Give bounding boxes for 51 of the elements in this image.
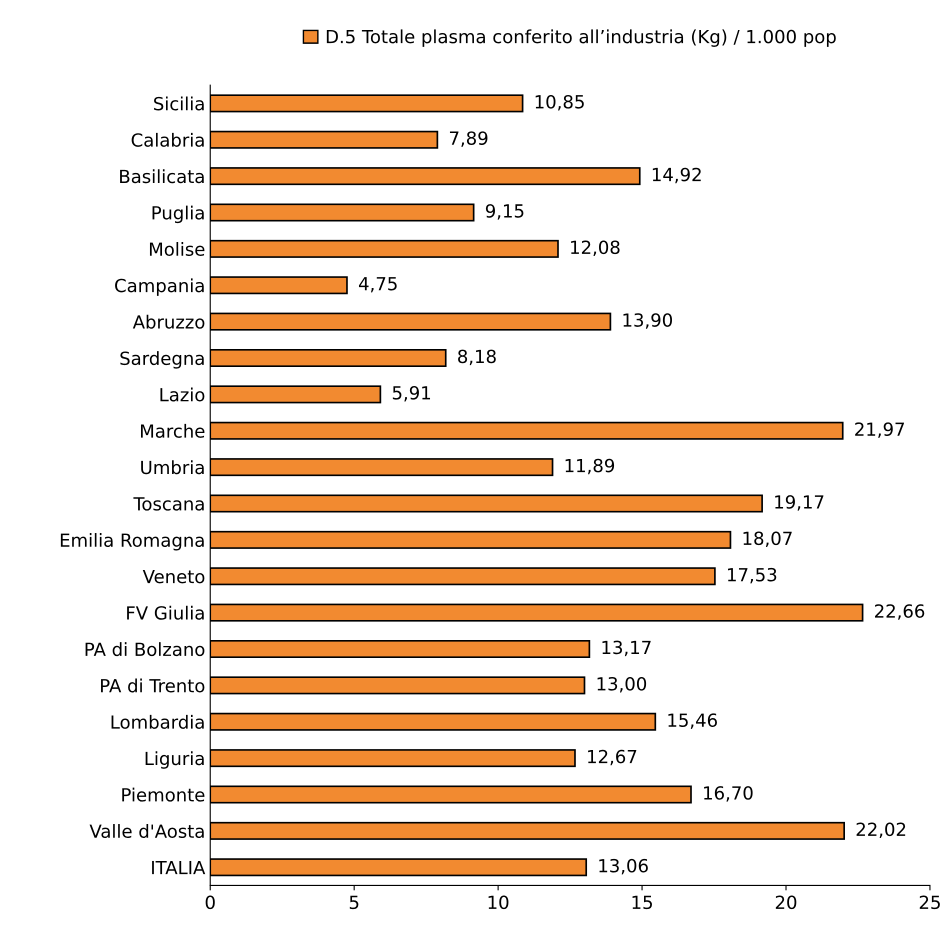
data-label: 5,91 <box>392 386 430 402</box>
y-tick-label: Molise <box>150 242 204 256</box>
data-label: 12,67 <box>588 750 636 766</box>
data-label: 7,89 <box>450 131 488 147</box>
x-tick-label: 10 <box>488 895 508 910</box>
data-label: 19,17 <box>775 495 824 511</box>
data-label: 9,15 <box>486 204 524 220</box>
y-tick-label: Lombardia <box>112 714 204 729</box>
y-tick-label: Piemonte <box>122 788 204 802</box>
y-tick-label: Calabria <box>132 132 204 147</box>
y-tick-label: Abruzzo <box>132 314 204 329</box>
data-label: 11,89 <box>566 458 614 474</box>
data-label: 18,07 <box>744 531 792 547</box>
x-tick-label: 0 <box>206 895 215 910</box>
data-label: 12,08 <box>571 240 620 256</box>
data-label: 22,02 <box>856 822 906 838</box>
y-tick-label: Marche <box>141 424 204 438</box>
y-tick-label: FV Giulia <box>127 606 204 620</box>
data-label: 8,18 <box>458 350 496 366</box>
y-tick-label: Puglia <box>152 206 204 224</box>
data-label: 13,06 <box>599 858 648 874</box>
data-label: 16,70 <box>704 786 753 802</box>
data-label: 13,00 <box>598 676 646 692</box>
data-label: 14,92 <box>652 168 701 184</box>
y-tick-label: Valle d'Aosta <box>90 824 204 838</box>
y-tick-label: Sicilia <box>154 96 204 110</box>
y-tick-label: Toscana <box>133 497 204 511</box>
y-tick-label: Liguria <box>146 751 204 769</box>
y-tick-label: Basilicata <box>120 169 204 184</box>
data-label: 21,97 <box>855 422 904 438</box>
data-label: 15,46 <box>668 713 717 729</box>
y-tick-label: PA di Bolzano <box>86 642 204 656</box>
y-tick-label: Sardegna <box>120 351 204 369</box>
x-tick-label: 5 <box>350 896 358 910</box>
data-label: 13,90 <box>623 313 672 329</box>
x-tick-label: 25 <box>920 895 940 910</box>
x-tick-label: 15 <box>632 896 652 910</box>
x-tick-label: 20 <box>776 895 796 910</box>
data-label: 22,66 <box>875 604 924 620</box>
y-tick-label: Umbria <box>141 460 204 474</box>
y-tick-label: ITALIA <box>152 860 206 874</box>
data-label: 17,53 <box>728 568 776 584</box>
data-label: 4,75 <box>358 277 397 292</box>
y-tick-label: Campania <box>115 278 204 296</box>
y-tick-label: Veneto <box>142 570 204 584</box>
data-label: 10,85 <box>536 94 584 110</box>
y-tick-label: Emilia Romagna <box>60 533 204 550</box>
data-label: 13,17 <box>602 640 651 656</box>
y-tick-label: PA di Trento <box>101 678 204 692</box>
y-tick-label: Lazio <box>160 388 204 402</box>
legend-label: D.5 Totale plasma conferito all’industria (Kg) / 1.000 pop <box>326 29 836 47</box>
